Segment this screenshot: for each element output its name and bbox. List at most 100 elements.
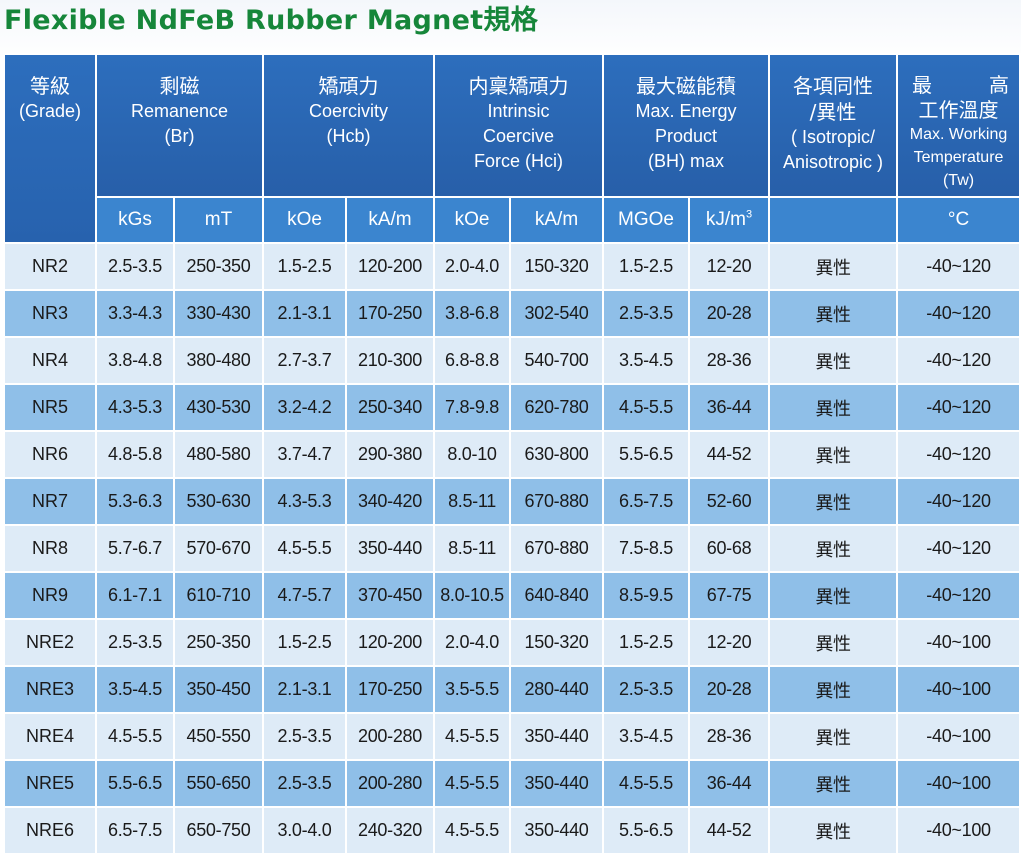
cell-hcb-koe: 1.5-2.5 bbox=[262, 618, 347, 667]
cell-br-mt: 450-550 bbox=[173, 712, 264, 761]
cell-br-mt: 570-670 bbox=[173, 524, 264, 573]
table-row: NRE6 6.5-7.5 650-750 3.0-4.0 240-320 4.5-5.5 3… bbox=[3, 806, 1021, 855]
unit-br-mt: mT bbox=[173, 196, 264, 244]
cell-temp: -40~120 bbox=[896, 430, 1021, 479]
cell-br-kgs: 5.5-6.5 bbox=[95, 759, 175, 808]
cell-hci-kam: 350-440 bbox=[509, 712, 605, 761]
table-row: NR7 5.3-6.3 530-630 4.3-5.3 340-420 8.5-11 670… bbox=[3, 477, 1021, 526]
header-row-main: 等級 (Grade) 剩磁 Remanence (Br) 矯頑力 Coerciv… bbox=[3, 53, 1021, 244]
cell-hcb-koe: 2.1-3.1 bbox=[262, 289, 347, 338]
table-row: NRE5 5.5-6.5 550-650 2.5-3.5 200-280 4.5-5.5 3… bbox=[3, 759, 1021, 808]
cell-hci-koe: 3.5-5.5 bbox=[433, 665, 512, 714]
cell-aniso: 異性 bbox=[768, 477, 899, 526]
cell-br-mt: 330-430 bbox=[173, 289, 264, 338]
header-isotropy-en2: Anisotropic ) bbox=[783, 152, 884, 172]
cell-hci-kam: 640-840 bbox=[509, 571, 605, 620]
cell-hcb-koe: 1.5-2.5 bbox=[262, 242, 347, 291]
cell-grade: NRE4 bbox=[3, 712, 97, 761]
cell-aniso: 異性 bbox=[768, 524, 899, 573]
header-energy-en2: Product bbox=[655, 126, 718, 146]
cell-hci-koe: 6.8-8.8 bbox=[433, 336, 512, 385]
header-temp-zh1: 最 高 bbox=[912, 73, 1010, 97]
unit-hcb-koe: kOe bbox=[262, 196, 347, 244]
cell-hcb-koe: 4.5-5.5 bbox=[262, 524, 347, 573]
cell-temp: -40~100 bbox=[896, 665, 1021, 714]
cell-hcb-koe: 3.0-4.0 bbox=[262, 806, 347, 855]
page-title: Flexible NdFeB Rubber Magnet規格 bbox=[4, 5, 539, 36]
header-max-energy-product: 最大磁能積 Max. Energy Product (BH) max bbox=[602, 53, 771, 198]
header-grade-zh: 等級 bbox=[30, 74, 70, 98]
header-coercivity-en1: Coercivity bbox=[309, 101, 389, 121]
cell-br-kgs: 2.5-3.5 bbox=[95, 618, 175, 667]
cell-br-kgs: 3.3-4.3 bbox=[95, 289, 175, 338]
cell-grade: NR3 bbox=[3, 289, 97, 338]
cell-hci-kam: 540-700 bbox=[509, 336, 605, 385]
unit-br-kgs: kGs bbox=[95, 196, 175, 244]
cell-grade: NR7 bbox=[3, 477, 97, 526]
cell-hcb-koe: 3.7-4.7 bbox=[262, 430, 347, 479]
table-row: NR5 4.3-5.3 430-530 3.2-4.2 250-340 7.8-9.8 62… bbox=[3, 383, 1021, 432]
header-temp-en2: Temperature bbox=[913, 149, 1004, 166]
cell-bh-kj: 44-52 bbox=[688, 430, 771, 479]
cell-bh-mgoe: 5.5-6.5 bbox=[602, 806, 691, 855]
cell-bh-kj: 28-36 bbox=[688, 336, 771, 385]
header-isotropy-zh2: /異性 bbox=[809, 100, 857, 124]
cell-aniso: 異性 bbox=[768, 665, 899, 714]
cell-temp: -40~120 bbox=[896, 289, 1021, 338]
cell-br-mt: 480-580 bbox=[173, 430, 264, 479]
unit-hci-koe: kOe bbox=[433, 196, 512, 244]
cell-bh-kj: 12-20 bbox=[688, 618, 771, 667]
cell-bh-mgoe: 7.5-8.5 bbox=[602, 524, 691, 573]
cell-hci-koe: 4.5-5.5 bbox=[433, 759, 512, 808]
cell-bh-kj: 67-75 bbox=[688, 571, 771, 620]
cell-aniso: 異性 bbox=[768, 618, 899, 667]
unit-bh-kj-text: kJ/m bbox=[705, 209, 747, 230]
header-intrinsic-en1: Intrinsic bbox=[487, 101, 550, 121]
table-body: NR2 2.5-3.5 250-350 1.5-2.5 120-200 2.0-4.0 15… bbox=[3, 242, 1021, 855]
cell-hcb-kam: 200-280 bbox=[344, 759, 436, 808]
header-temp-zh2: 工作溫度 bbox=[918, 98, 999, 122]
cell-grade: NRE2 bbox=[3, 618, 97, 667]
cell-hcb-kam: 170-250 bbox=[344, 289, 436, 338]
cell-hci-kam: 620-780 bbox=[509, 383, 605, 432]
cell-hcb-koe: 2.5-3.5 bbox=[262, 759, 347, 808]
cell-grade: NR8 bbox=[3, 524, 97, 573]
cell-temp: -40~120 bbox=[896, 242, 1021, 291]
header-isotropy-en1: ( Isotropic/ bbox=[791, 127, 876, 147]
cell-temp: -40~120 bbox=[896, 571, 1021, 620]
header-coercivity-zh: 矯頑力 bbox=[318, 74, 379, 98]
unit-isotropy-empty bbox=[768, 196, 899, 244]
cell-hcb-kam: 120-200 bbox=[344, 242, 436, 291]
header-intrinsic-en2: Coercive bbox=[483, 126, 555, 146]
cell-br-mt: 430-530 bbox=[173, 383, 264, 432]
cell-hci-kam: 150-320 bbox=[509, 618, 605, 667]
cell-bh-kj: 20-28 bbox=[688, 289, 771, 338]
cell-bh-mgoe: 3.5-4.5 bbox=[602, 336, 691, 385]
cell-br-mt: 350-450 bbox=[173, 665, 264, 714]
cell-bh-mgoe: 1.5-2.5 bbox=[602, 242, 691, 291]
cell-bh-mgoe: 4.5-5.5 bbox=[602, 383, 691, 432]
cell-grade: NR4 bbox=[3, 336, 97, 385]
cell-hcb-kam: 240-320 bbox=[344, 806, 436, 855]
cell-bh-mgoe: 4.5-5.5 bbox=[602, 759, 691, 808]
header-energy-en1: Max. Energy bbox=[635, 101, 737, 121]
cell-temp: -40~120 bbox=[896, 524, 1021, 573]
cell-hci-kam: 350-440 bbox=[509, 759, 605, 808]
header-coercivity-en2: (Hcb) bbox=[326, 126, 371, 146]
table-row: NR2 2.5-3.5 250-350 1.5-2.5 120-200 2.0-4.0 15… bbox=[3, 242, 1021, 291]
table-row: NRE3 3.5-4.5 350-450 2.1-3.1 170-250 3.5-5.5 2… bbox=[3, 665, 1021, 714]
header-intrinsic-zh: 内稟矯頑力 bbox=[468, 74, 569, 98]
cell-temp: -40~100 bbox=[896, 806, 1021, 855]
cell-grade: NR6 bbox=[3, 430, 97, 479]
cell-hcb-kam: 370-450 bbox=[344, 571, 436, 620]
header-remanence: 剩磁 Remanence (Br) bbox=[95, 53, 264, 198]
cell-hcb-kam: 170-250 bbox=[344, 665, 436, 714]
header-remanence-en2: (Br) bbox=[164, 126, 195, 146]
cell-br-kgs: 4.3-5.3 bbox=[95, 383, 175, 432]
cell-bh-mgoe: 3.5-4.5 bbox=[602, 712, 691, 761]
cell-temp: -40~120 bbox=[896, 477, 1021, 526]
header-temp-en1: Max. Working bbox=[909, 126, 1008, 143]
cell-br-kgs: 6.1-7.1 bbox=[95, 571, 175, 620]
header-background bbox=[0, 0, 1021, 60]
cell-hci-kam: 280-440 bbox=[509, 665, 605, 714]
